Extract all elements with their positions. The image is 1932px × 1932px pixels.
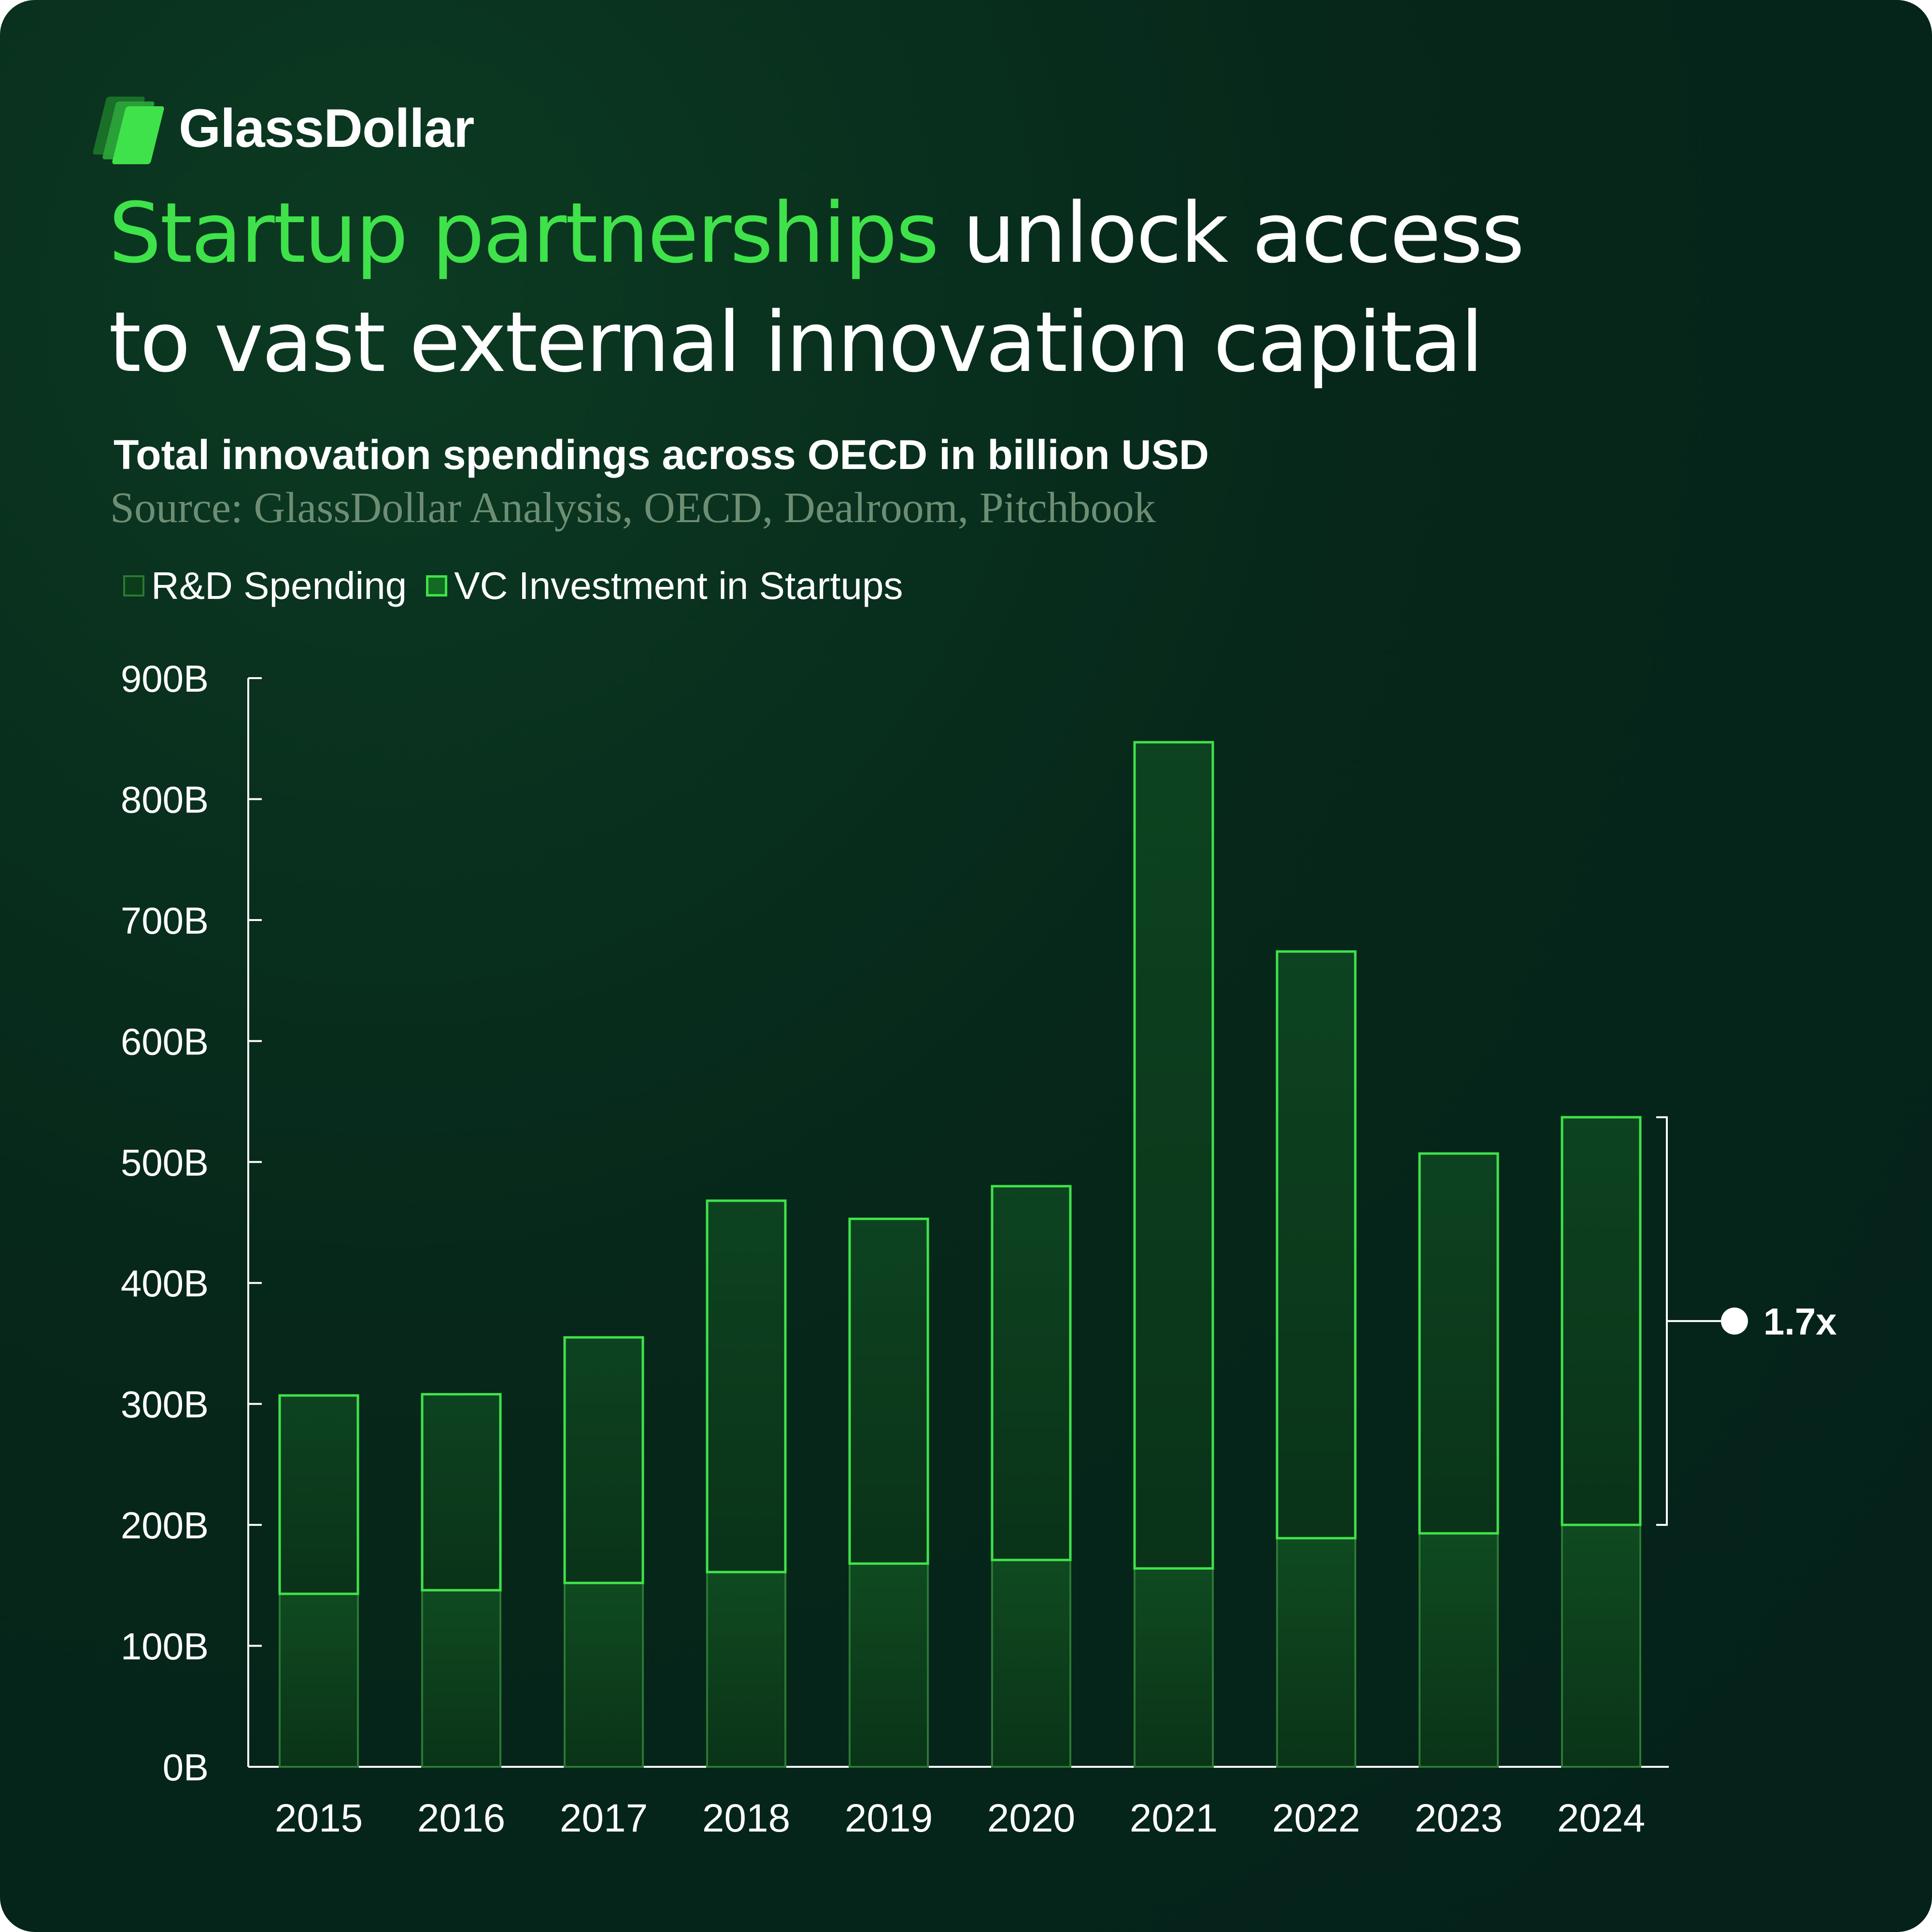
brand-header: GlassDollar (92, 92, 475, 164)
annotation-dot (1721, 1307, 1748, 1335)
y-tick-label: 700B (121, 899, 209, 942)
y-tick-label: 400B (121, 1262, 209, 1305)
bar-vc-investment (991, 1185, 1072, 1562)
bar-rd-spending (849, 1563, 929, 1768)
bar-rd-spending (1134, 1567, 1214, 1768)
bar-vc-investment (848, 1217, 929, 1565)
legend-item-rd: R&D Spending (123, 564, 407, 608)
y-tick-label: 200B (121, 1504, 209, 1547)
bar-vc-investment (706, 1199, 787, 1574)
x-tick-label: 2024 (1557, 1796, 1645, 1840)
bar-vc-investment (563, 1336, 644, 1584)
bar-rd-spending (991, 1559, 1071, 1768)
chart-legend: R&D Spending VC Investment in Startups (123, 564, 923, 608)
bar-vc-investment (1561, 1116, 1642, 1526)
headline-line2: to vast external innovation capital (109, 294, 1484, 391)
annotation-multiplier-label: 1.7x (1763, 1300, 1837, 1343)
legend-label-vc: VC Investment in Startups (454, 564, 903, 607)
y-tick-label: 500B (121, 1141, 209, 1184)
y-tick-label: 900B (121, 657, 209, 700)
x-tick-label: 2023 (1415, 1796, 1503, 1840)
brand-name: GlassDollar (179, 98, 475, 158)
legend-swatch-rd (123, 575, 144, 597)
y-tick-label: 300B (121, 1383, 209, 1426)
x-tick-label: 2016 (417, 1796, 505, 1840)
y-tick-label: 800B (121, 778, 209, 821)
bar-vc-investment (1418, 1152, 1499, 1535)
x-tick-label: 2015 (275, 1796, 363, 1840)
x-tick-label: 2022 (1272, 1796, 1360, 1840)
x-tick-label: 2021 (1130, 1796, 1218, 1840)
bar-rd-spending (1561, 1524, 1641, 1768)
bar-vc-investment (278, 1394, 359, 1595)
x-tick-label: 2020 (987, 1796, 1075, 1840)
chart-title: Total innovation spendings across OECD i… (114, 432, 1209, 478)
x-tick-label: 2019 (845, 1796, 933, 1840)
bar-rd-spending (421, 1589, 501, 1768)
legend-label-rd: R&D Spending (151, 564, 407, 607)
bar-rd-spending (706, 1571, 786, 1768)
bar-vc-investment (1133, 741, 1214, 1570)
y-tick-label: 100B (121, 1625, 209, 1668)
x-tick-label: 2018 (702, 1796, 790, 1840)
y-tick-label: 0B (163, 1746, 209, 1789)
bar-rd-spending (1276, 1537, 1356, 1768)
x-tick-label: 2017 (560, 1796, 648, 1840)
bar-rd-spending (1419, 1532, 1499, 1768)
bar-rd-spending (564, 1582, 644, 1768)
bar-rd-spending (279, 1592, 359, 1768)
chart-source: Source: GlassDollar Analysis, OECD, Deal… (110, 484, 1156, 532)
y-tick-label: 600B (121, 1020, 209, 1063)
headline-highlight: Startup partnerships (109, 185, 939, 282)
bar-vc-investment (421, 1393, 502, 1591)
bar-vc-investment (1276, 950, 1357, 1540)
headline: Startup partnerships unlock access to va… (109, 179, 1751, 397)
legend-swatch-vc (426, 575, 448, 597)
headline-line1-rest: unlock access (938, 185, 1524, 282)
annotation-bracket (1656, 1116, 1668, 1526)
legend-item-vc: VC Investment in Startups (426, 564, 903, 608)
